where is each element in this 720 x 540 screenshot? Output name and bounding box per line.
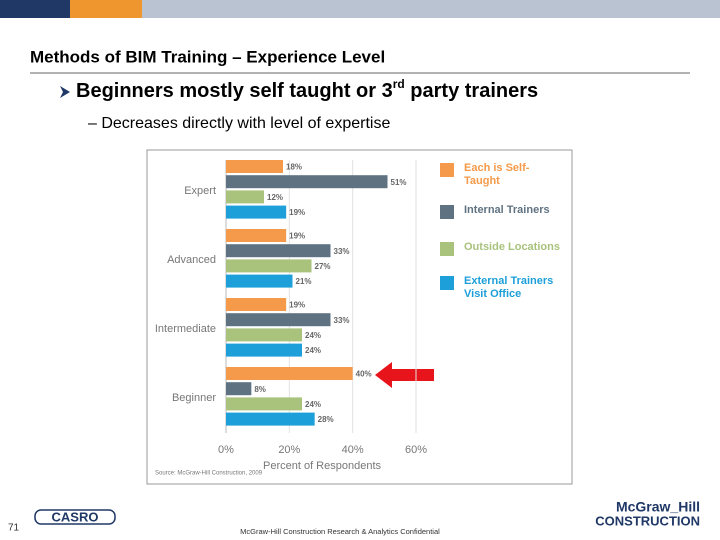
bar: [226, 205, 287, 219]
bar: [226, 190, 264, 204]
y-tick-label: Beginner: [172, 392, 216, 404]
value-label: 19%: [289, 208, 305, 217]
value-label: 19%: [289, 301, 305, 310]
x-tick-label: 20%: [278, 444, 300, 456]
legend-swatch: [440, 163, 454, 177]
bar: [226, 175, 388, 189]
source-note: Source: McGraw-Hill Construction, 2009: [155, 471, 263, 477]
bullet-part: party trainers: [405, 80, 538, 102]
top-bar-block: [70, 0, 142, 18]
bar: [226, 313, 331, 327]
value-label: 27%: [315, 262, 331, 271]
bar: [226, 412, 315, 426]
value-label: 18%: [286, 163, 302, 172]
bar: [226, 397, 302, 411]
value-label: 28%: [318, 415, 334, 424]
page-number: 71: [8, 523, 20, 534]
value-label: 24%: [305, 331, 321, 340]
legend-label: External Trainers Visit Office: [464, 275, 554, 300]
bar: [226, 259, 312, 273]
bullet-part: Beginners mostly self taught or 3: [76, 80, 393, 102]
y-tick-label: Expert: [184, 185, 216, 197]
legend-label: Each is Self-Taught: [464, 162, 530, 187]
legend-swatch: [440, 276, 454, 290]
value-label: 8%: [254, 385, 266, 394]
bar: [226, 343, 302, 357]
chart-frame: [146, 149, 573, 485]
value-label: 24%: [305, 346, 321, 355]
logo-frame: [34, 509, 116, 525]
footer: McGraw-Hill Construction Research & Anal…: [240, 527, 440, 536]
legend-swatch: [440, 205, 454, 219]
bar: [226, 274, 293, 288]
legend-swatch: [440, 242, 454, 256]
bar: [226, 160, 283, 173]
value-label: 19%: [289, 232, 305, 241]
sub-bullet: – Decreases directly with level of exper…: [88, 115, 390, 132]
value-label: 21%: [296, 277, 312, 286]
value-label: 24%: [305, 400, 321, 409]
bar: [226, 298, 287, 311]
y-tick-label: Intermediate: [155, 323, 216, 335]
top-bar-block: [0, 0, 70, 18]
bullet-arrow: [60, 86, 70, 98]
value-label: 51%: [391, 178, 407, 187]
y-tick-label: Advanced: [167, 254, 216, 266]
legend-label: Outside Locations: [464, 241, 560, 253]
bar: [226, 229, 287, 242]
highlight-arrow: [375, 362, 434, 388]
x-tick-label: 0%: [218, 444, 234, 456]
logo-right: CONSTRUCTION: [595, 513, 700, 528]
bar: [226, 244, 331, 258]
bullet-sup: rd: [393, 77, 405, 91]
x-tick-label: 40%: [342, 444, 364, 456]
x-axis-title: Percent of Respondents: [263, 460, 382, 472]
value-label: 33%: [334, 247, 350, 256]
x-tick-label: 60%: [405, 444, 427, 456]
bullet-text: Beginners mostly self taught or 3rd part…: [76, 77, 538, 102]
top-bar: [0, 0, 720, 18]
logo-left: CASRO: [52, 509, 99, 524]
value-label: 33%: [334, 316, 350, 325]
logo-right: McGraw_Hill: [616, 499, 700, 515]
bar: [226, 328, 302, 342]
value-label: 12%: [267, 193, 283, 202]
slide-title: Methods of BIM Training – Experience Lev…: [30, 47, 385, 66]
legend-label: Internal Trainers: [464, 204, 550, 216]
bar: [226, 367, 353, 380]
value-label: 40%: [356, 370, 372, 379]
bar: [226, 382, 252, 396]
